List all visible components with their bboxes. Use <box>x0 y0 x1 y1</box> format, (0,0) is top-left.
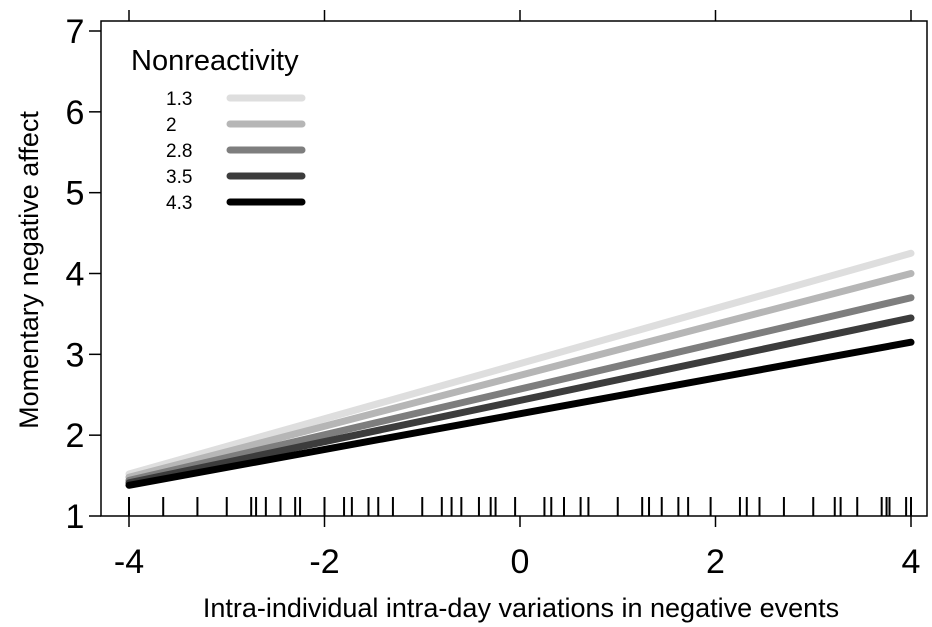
series-line-2.8 <box>125 294 915 484</box>
legend-label: 2.8 <box>166 141 192 162</box>
y-tick-label: 1 <box>66 498 85 536</box>
x-axis-label: Intra-individual intra-day variations in… <box>203 593 839 623</box>
legend-label: 4.3 <box>166 193 192 214</box>
series-line-4.3 <box>125 338 915 489</box>
x-tick-label: 0 <box>511 543 530 581</box>
x-tick-label: -2 <box>309 543 339 581</box>
y-tick-label: 6 <box>66 94 85 132</box>
legend-title: Nonreactivity <box>131 45 299 77</box>
y-tick-label: 2 <box>66 417 85 455</box>
legend-label: 1.3 <box>166 89 192 110</box>
legend-label: 2 <box>166 115 177 136</box>
x-tick-label: -4 <box>114 543 144 581</box>
y-tick-label: 5 <box>66 175 85 213</box>
axes: -4 -2 0 2 4 1 2 3 4 5 6 7 <box>66 10 921 581</box>
x-tick-label: 4 <box>902 543 921 581</box>
y-tick-label: 3 <box>66 336 85 374</box>
series-line-3.5 <box>125 314 915 487</box>
legend-label: 3.5 <box>166 167 192 188</box>
y-tick-label: 7 <box>66 13 85 51</box>
legend: Nonreactivity 1.3 2 2.8 3.5 4.3 <box>131 45 306 214</box>
series-line-2 <box>125 270 915 481</box>
y-tick-label: 4 <box>66 256 85 294</box>
x-tick-label: 2 <box>706 543 725 581</box>
plot-frame <box>100 20 928 517</box>
series-line-1.3 <box>125 249 915 478</box>
y-axis-label: Momentary negative affect <box>14 111 44 429</box>
rug-marks <box>128 497 912 516</box>
series-lines <box>125 249 915 489</box>
